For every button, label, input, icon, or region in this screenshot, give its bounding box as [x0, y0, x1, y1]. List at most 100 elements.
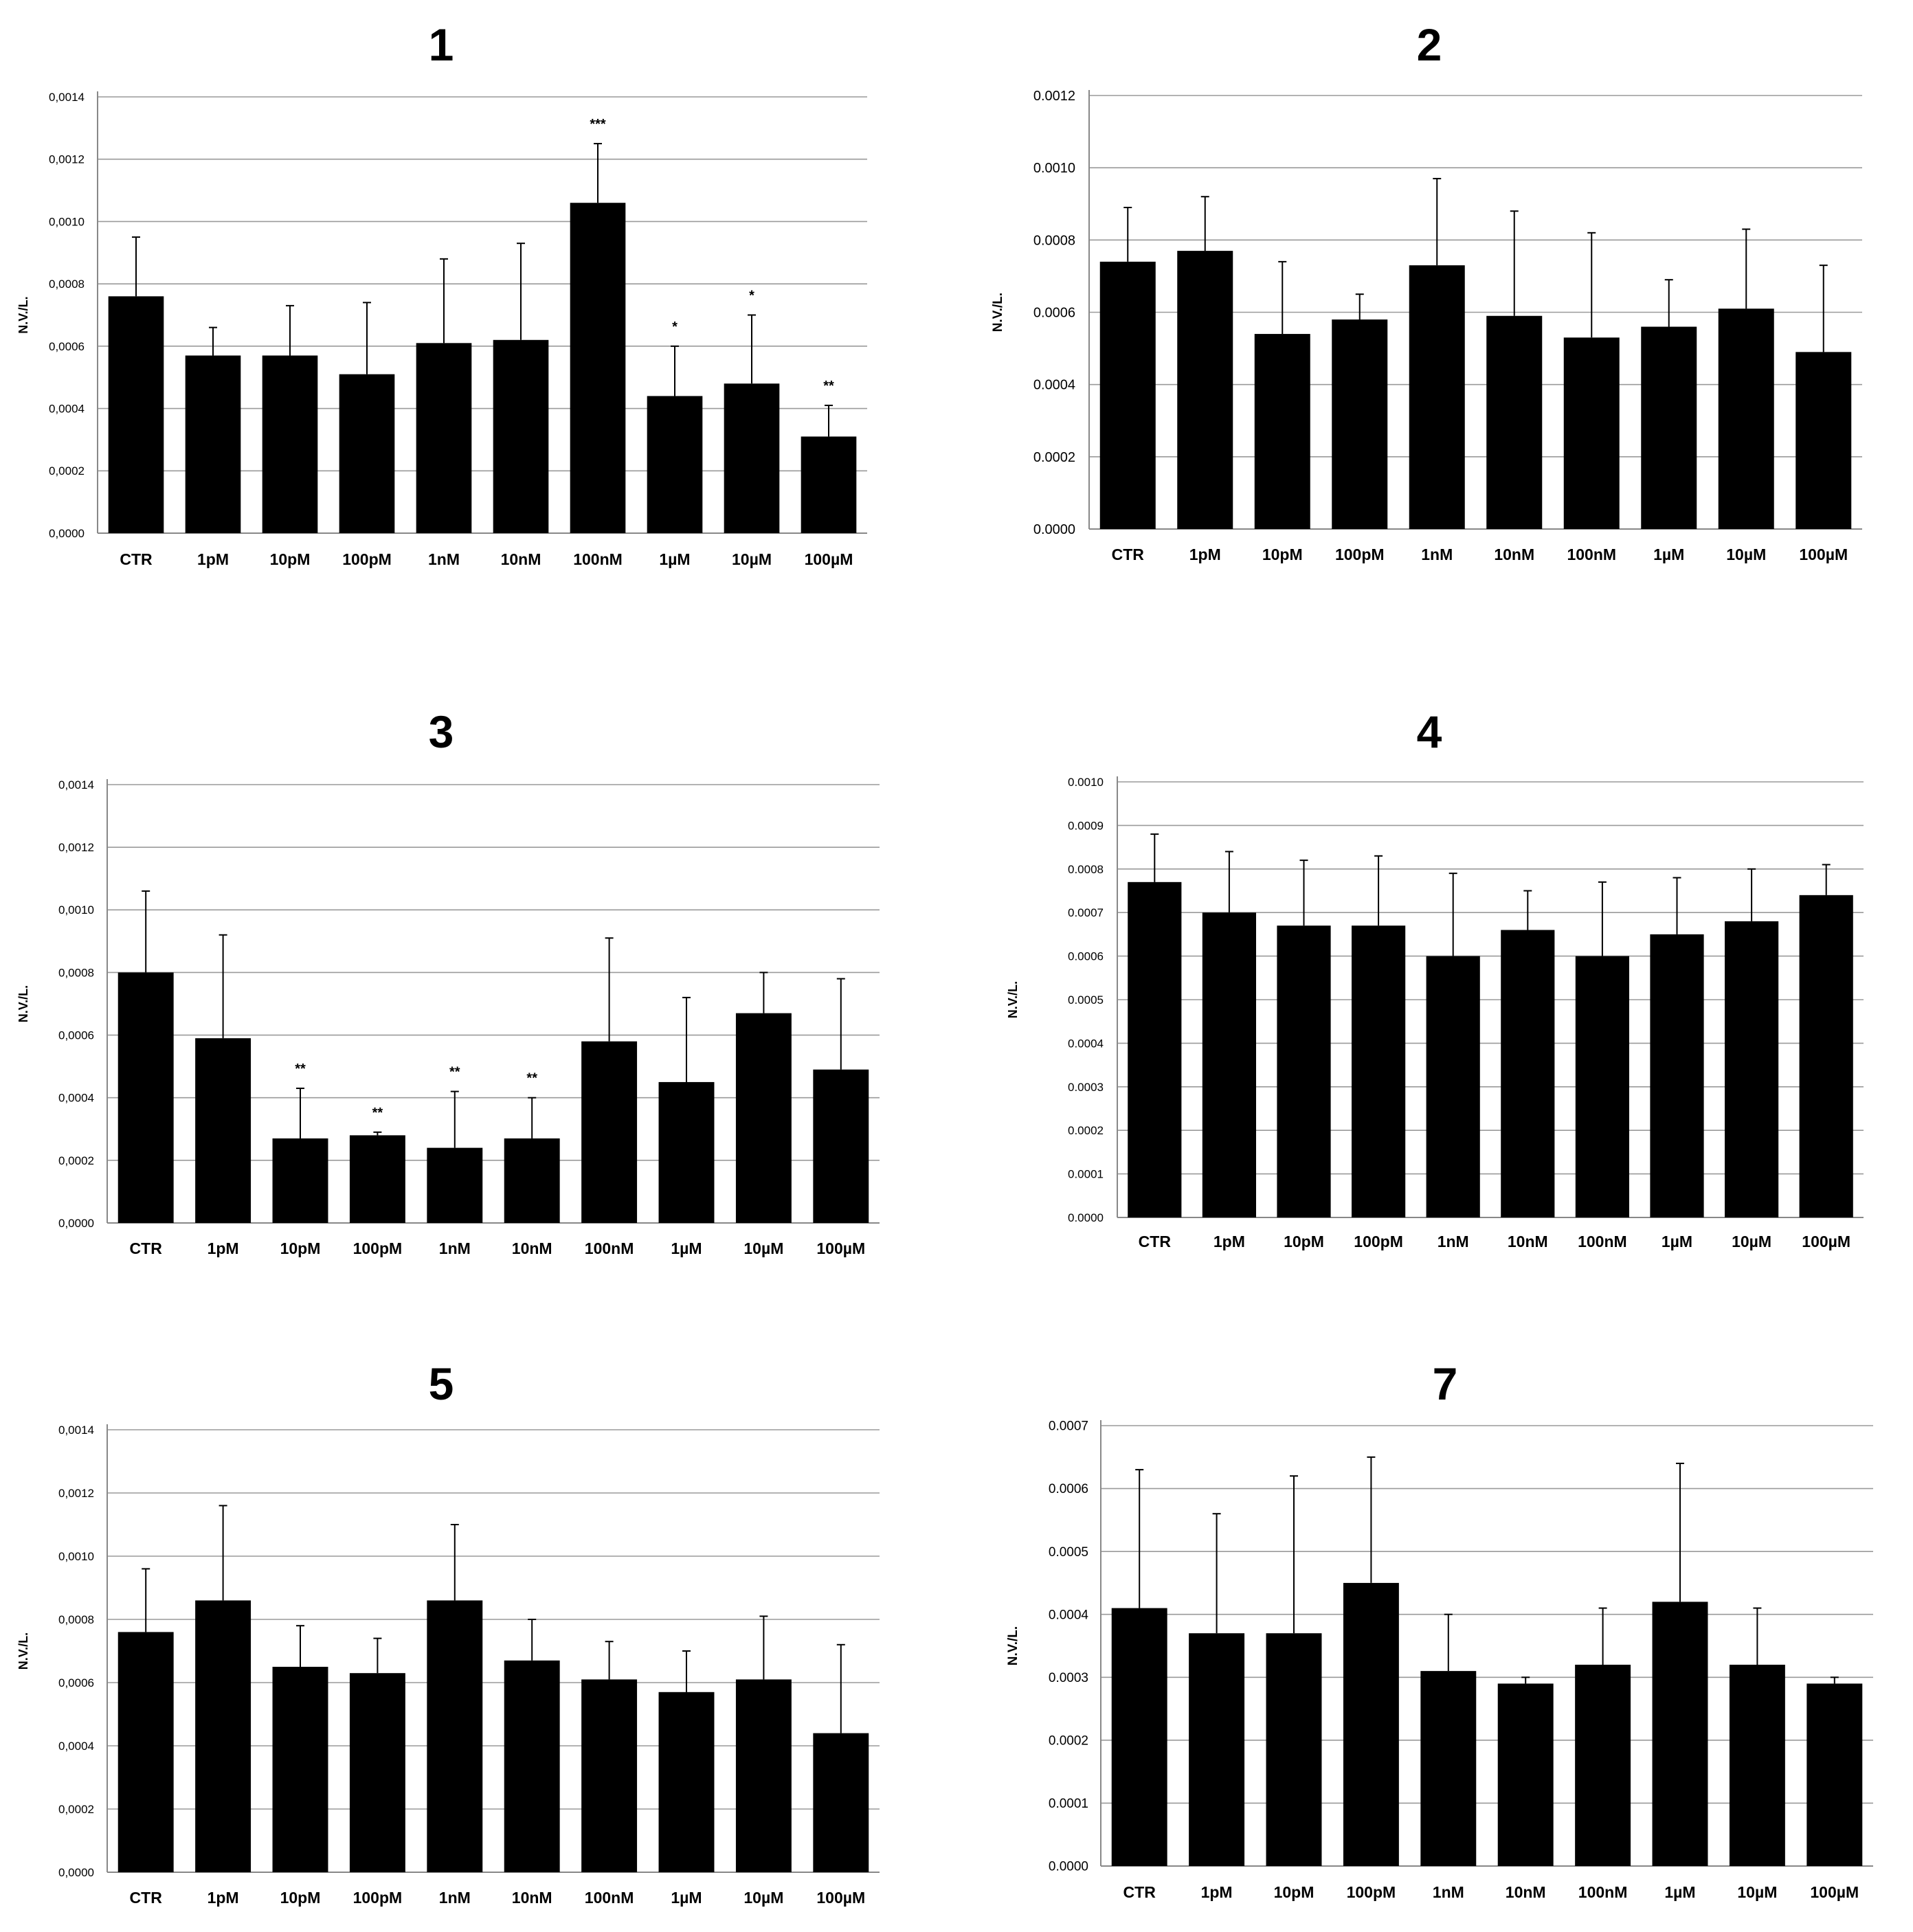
y-tick-label: 0,0012: [49, 153, 85, 166]
y-axis-title: N.V./L.: [16, 985, 30, 1022]
y-axis-title: N.V./L.: [16, 1632, 30, 1670]
y-tick-label: 0,0006: [58, 1676, 94, 1689]
chart-panel-3: 3 0,0000 0,0002 0,0004 0,0006 0,0008 0,0010 0,0…: [16, 706, 880, 1257]
bar: [647, 396, 703, 533]
x-tick-label: 1pM: [208, 1239, 239, 1257]
bar: [658, 1692, 715, 1872]
significance-label: **: [526, 1071, 537, 1086]
bar: [339, 374, 395, 533]
x-tick-label: 10nM: [1506, 1883, 1546, 1901]
y-tick-label: 0.0006: [1033, 306, 1075, 321]
bar: [1652, 1602, 1708, 1866]
x-tick-label: 100pM: [342, 550, 392, 568]
x-tick-label: 1nM: [1433, 1883, 1464, 1901]
y-tick-label: 0.0008: [1033, 233, 1075, 248]
bar: [1650, 934, 1704, 1217]
bar: [581, 1679, 638, 1872]
x-tick-label: 100nM: [585, 1889, 634, 1907]
bar: [1795, 352, 1852, 529]
bar: [1420, 1671, 1477, 1866]
x-tick-label: 10nM: [501, 550, 541, 568]
y-tick-label: 0,0000: [58, 1866, 94, 1879]
y-tick-label: 0.0000: [1033, 522, 1075, 537]
y-axis-title: N.V./L.: [991, 293, 1005, 332]
y-axis-title: N.V./L.: [1006, 981, 1020, 1018]
bar: [1332, 319, 1388, 529]
x-tick-label: 10pM: [1274, 1883, 1315, 1901]
bar: [1718, 308, 1774, 529]
x-tick-label: 100µM: [1810, 1883, 1859, 1901]
bar: [1729, 1664, 1785, 1866]
y-tick-label: 0.0005: [1049, 1545, 1088, 1560]
chart-panel-5: 5 0,0000 0,0002 0,0004 0,0006 0,0008 0,0010 0,0…: [16, 1358, 880, 1907]
y-tick-label: 0,0002: [58, 1803, 94, 1816]
y-tick-label: 0,0002: [49, 464, 85, 478]
bar: [1806, 1683, 1863, 1866]
y-tick-label: 0.0005: [1068, 993, 1104, 1007]
bar: [195, 1038, 251, 1223]
x-tick-label: 1µM: [671, 1239, 702, 1257]
y-tick-label: 0,0000: [58, 1217, 94, 1230]
bar: [813, 1733, 869, 1872]
bar: [1352, 925, 1406, 1217]
chart-panel-2: 2 0.0000 0.0002 0.0004 0.0006 0.0008 0.0010 0.0…: [991, 19, 1862, 563]
x-tick-label: 100pM: [1347, 1883, 1396, 1901]
x-tick-label: CTR: [130, 1239, 163, 1257]
x-tick-label: 100nM: [1578, 1883, 1628, 1901]
x-tick-label: 1pM: [208, 1889, 239, 1907]
significance-label: *: [672, 319, 678, 335]
bar: [1575, 1664, 1631, 1866]
y-axis-title: N.V./L.: [16, 296, 30, 333]
x-tick-label: 1µM: [659, 550, 690, 568]
bar: [735, 1013, 792, 1223]
bar: [735, 1679, 792, 1872]
bar: [1575, 956, 1629, 1217]
y-tick-label: 0,0014: [49, 91, 85, 104]
y-tick-label: 0,0008: [49, 278, 85, 291]
bar: [262, 355, 318, 533]
y-tick-label: 0.0003: [1068, 1081, 1104, 1094]
x-tick-label: 10µM: [1726, 546, 1766, 563]
y-tick-label: 0,0000: [49, 527, 85, 540]
x-tick-label: 10µM: [743, 1239, 783, 1257]
significance-label: **: [295, 1062, 306, 1077]
significance-label: *: [749, 289, 754, 304]
bar: [1202, 912, 1256, 1217]
y-tick-label: 0.0002: [1033, 450, 1075, 465]
x-tick-label: CTR: [1112, 546, 1145, 563]
x-tick-label: 100µM: [805, 550, 853, 568]
chart-title: 5: [429, 1358, 454, 1409]
x-tick-label: 1nM: [1437, 1233, 1469, 1250]
bar: [272, 1667, 328, 1872]
significance-label: **: [449, 1065, 460, 1080]
y-tick-label: 0,0010: [49, 215, 85, 228]
bar: [1501, 930, 1555, 1217]
bar: [724, 383, 780, 533]
x-tick-label: 1µM: [1664, 1883, 1695, 1901]
bar: [1277, 925, 1331, 1217]
x-tick-label: 100pM: [1335, 546, 1385, 563]
x-tick-label: 10nM: [1508, 1233, 1548, 1250]
y-tick-label: 0.0004: [1068, 1037, 1104, 1050]
x-tick-label: 100nM: [1567, 546, 1616, 563]
bar: [118, 972, 174, 1223]
bar: [570, 203, 626, 533]
bar: [1189, 1633, 1245, 1866]
x-tick-label: 10pM: [270, 550, 311, 568]
x-tick-label: 1pM: [1201, 1883, 1233, 1901]
bar: [493, 339, 549, 533]
x-tick-label: 100pM: [1354, 1233, 1403, 1250]
x-tick-label: 10µM: [1732, 1233, 1771, 1250]
x-tick-label: 100µM: [816, 1889, 865, 1907]
y-tick-label: 0,0014: [58, 1424, 94, 1437]
bar: [1641, 326, 1697, 529]
x-tick-label: 1nM: [439, 1239, 471, 1257]
x-tick-label: 1µM: [671, 1889, 702, 1907]
x-tick-label: 1pM: [1189, 546, 1221, 563]
x-tick-label: 10pM: [1262, 546, 1303, 563]
y-tick-label: 0,0010: [58, 903, 94, 917]
y-tick-label: 0.0002: [1068, 1124, 1104, 1137]
y-tick-label: 0.0003: [1049, 1671, 1088, 1685]
y-tick-label: 0.0006: [1068, 950, 1104, 963]
